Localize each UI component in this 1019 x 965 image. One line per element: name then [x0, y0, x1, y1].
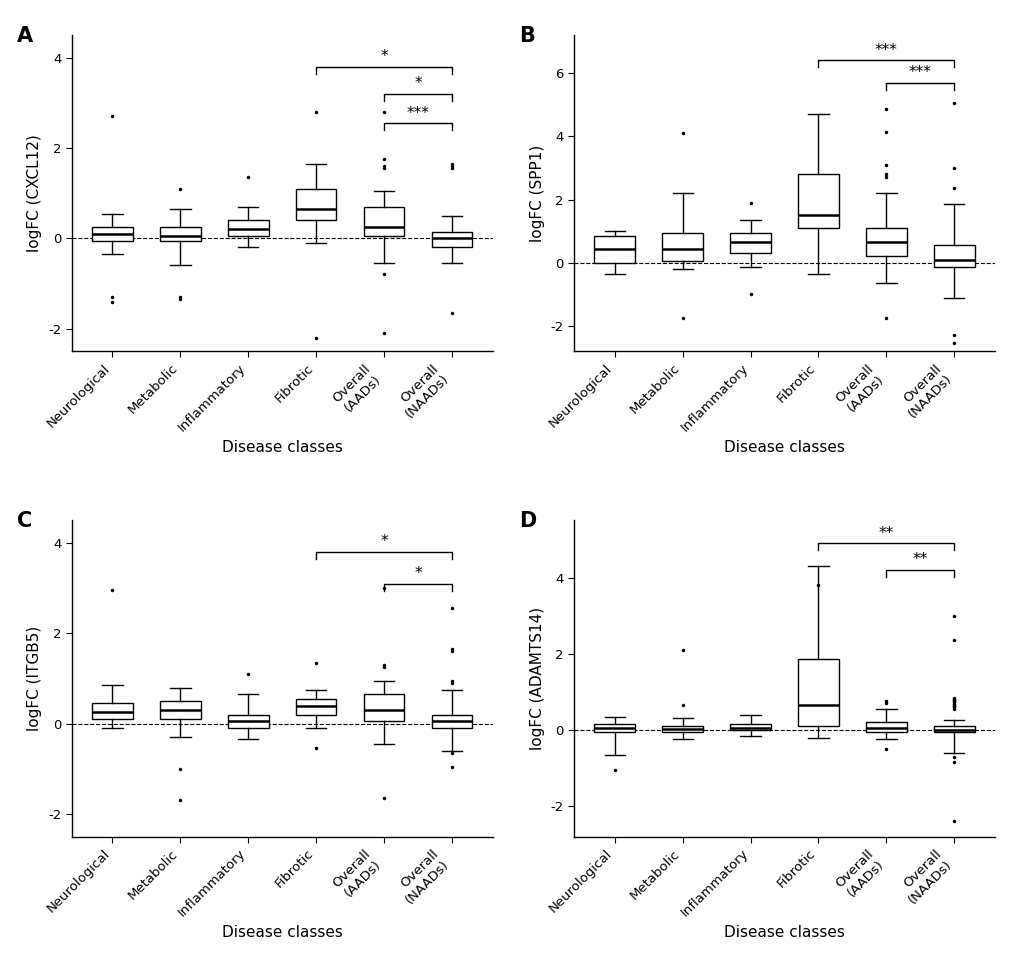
Text: D: D	[519, 510, 536, 531]
Text: *: *	[380, 535, 387, 549]
Text: *: *	[414, 76, 422, 92]
PathPatch shape	[661, 233, 702, 262]
PathPatch shape	[594, 235, 635, 262]
Text: B: B	[519, 26, 535, 45]
Y-axis label: logFC (ITGB5): logFC (ITGB5)	[28, 626, 43, 731]
PathPatch shape	[296, 189, 336, 220]
Text: **: **	[912, 552, 927, 567]
Text: C: C	[17, 510, 33, 531]
PathPatch shape	[296, 699, 336, 715]
X-axis label: Disease classes: Disease classes	[723, 440, 844, 455]
Y-axis label: logFC (SPP1): logFC (SPP1)	[529, 145, 544, 242]
PathPatch shape	[160, 227, 201, 240]
X-axis label: Disease classes: Disease classes	[221, 440, 342, 455]
PathPatch shape	[160, 701, 201, 719]
Y-axis label: logFC (ADAMTS14): logFC (ADAMTS14)	[529, 607, 544, 750]
PathPatch shape	[364, 207, 404, 236]
PathPatch shape	[865, 722, 906, 731]
Text: **: **	[878, 526, 893, 540]
Text: *: *	[380, 49, 387, 65]
PathPatch shape	[594, 724, 635, 731]
PathPatch shape	[227, 220, 268, 236]
PathPatch shape	[933, 726, 974, 731]
Text: ***: ***	[407, 106, 429, 121]
PathPatch shape	[92, 703, 132, 719]
PathPatch shape	[797, 659, 838, 726]
PathPatch shape	[933, 245, 974, 267]
Y-axis label: logFC (CXCL12): logFC (CXCL12)	[28, 134, 43, 252]
PathPatch shape	[730, 724, 770, 730]
PathPatch shape	[364, 694, 404, 722]
PathPatch shape	[730, 233, 770, 253]
X-axis label: Disease classes: Disease classes	[221, 925, 342, 940]
PathPatch shape	[92, 227, 132, 240]
PathPatch shape	[797, 175, 838, 228]
PathPatch shape	[661, 726, 702, 731]
PathPatch shape	[865, 228, 906, 257]
Text: ***: ***	[908, 65, 930, 80]
PathPatch shape	[431, 232, 472, 247]
Text: *: *	[414, 566, 422, 581]
PathPatch shape	[431, 715, 472, 729]
X-axis label: Disease classes: Disease classes	[723, 925, 844, 940]
Text: ***: ***	[874, 42, 897, 58]
PathPatch shape	[227, 715, 268, 729]
Text: A: A	[17, 26, 33, 45]
